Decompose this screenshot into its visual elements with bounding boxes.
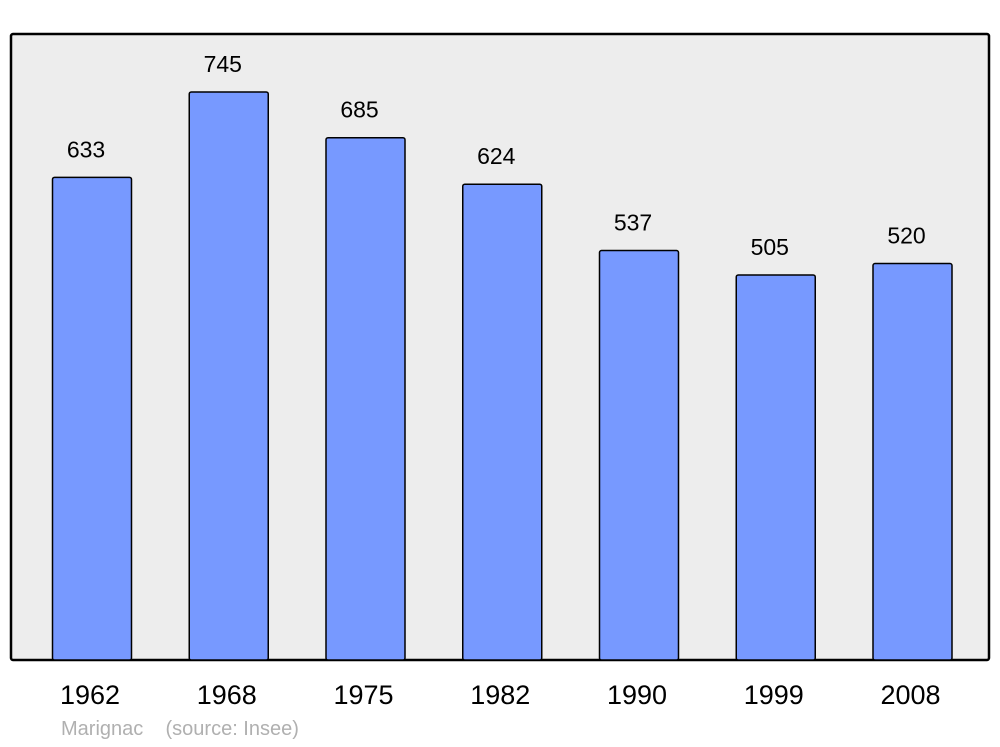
bar-1982 bbox=[462, 183, 543, 661]
x-tick-label-2008: 2008 bbox=[880, 680, 940, 710]
caption-place: Marignac bbox=[61, 718, 144, 740]
bar-1975 bbox=[325, 136, 406, 661]
data-label-2008: 520 bbox=[887, 223, 925, 249]
x-tick-label-1990: 1990 bbox=[607, 680, 667, 710]
data-label-1990: 537 bbox=[614, 210, 652, 236]
x-tick-label-1968: 1968 bbox=[197, 680, 257, 710]
bar-1962 bbox=[51, 176, 133, 661]
caption-source: (source: Insee) bbox=[165, 718, 299, 740]
x-tick-label-1962: 1962 bbox=[60, 680, 120, 710]
chart-caption: Marignac (source: Insee) bbox=[61, 718, 299, 741]
data-label-1975: 685 bbox=[340, 97, 378, 123]
x-tick-label-1999: 1999 bbox=[744, 680, 804, 710]
x-tick-label-1975: 1975 bbox=[333, 680, 393, 710]
bar-1968 bbox=[188, 91, 269, 661]
x-tick-label-1982: 1982 bbox=[470, 680, 530, 710]
bar-1990 bbox=[598, 249, 680, 661]
data-label-1962: 633 bbox=[67, 136, 105, 162]
data-label-1999: 505 bbox=[751, 234, 789, 260]
bar-1999 bbox=[735, 274, 816, 661]
data-label-1968: 745 bbox=[204, 51, 242, 77]
bar-2008 bbox=[872, 262, 953, 661]
data-label-1982: 624 bbox=[477, 143, 516, 169]
